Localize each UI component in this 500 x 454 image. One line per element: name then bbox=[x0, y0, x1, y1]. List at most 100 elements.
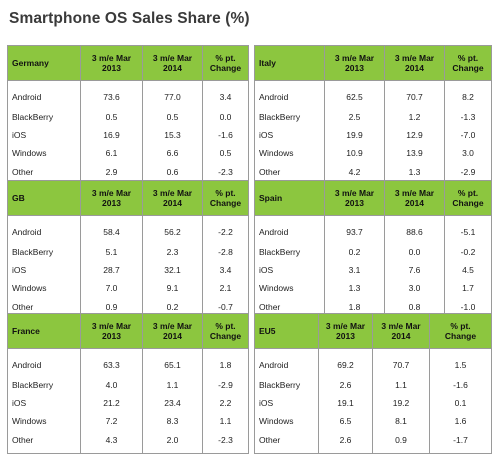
value-cell: 0.5 bbox=[142, 108, 203, 126]
os-name-cell: iOS bbox=[7, 261, 81, 279]
value-cell: 77.0 bbox=[142, 80, 203, 108]
col-header-change: % pt. Change bbox=[202, 313, 249, 349]
table-row: BlackBerry 0.2 0.0 -0.2 bbox=[254, 243, 492, 261]
table-row: BlackBerry 2.5 1.2 -1.3 bbox=[254, 108, 492, 126]
table-germany: Germany 3 m/e Mar 2013 3 m/e Mar 2014 % pt… bbox=[7, 45, 249, 186]
value-cell: 1.3 bbox=[324, 279, 385, 297]
value-cell: 2.3 bbox=[142, 243, 203, 261]
table-row: Android 63.3 65.1 1.8 bbox=[7, 348, 249, 376]
col-header-change: % pt. Change bbox=[444, 45, 492, 81]
value-cell: 9.1 bbox=[142, 279, 203, 297]
value-cell: 13.9 bbox=[384, 144, 445, 162]
value-cell: 7.6 bbox=[384, 261, 445, 279]
value-cell: -7.0 bbox=[444, 126, 492, 144]
value-cell: 8.3 bbox=[142, 412, 203, 430]
value-cell: 1.8 bbox=[202, 348, 249, 376]
value-cell: 56.2 bbox=[142, 215, 203, 243]
value-cell: 93.7 bbox=[324, 215, 385, 243]
col-header-2013: 3 m/e Mar 2013 bbox=[324, 45, 385, 81]
col-header-2013: 3 m/e Mar 2013 bbox=[318, 313, 373, 349]
os-name-cell: BlackBerry bbox=[254, 108, 325, 126]
os-name-cell: Android bbox=[254, 215, 325, 243]
value-cell: 4.3 bbox=[80, 430, 143, 454]
table-row: Android 93.7 88.6 -5.1 bbox=[254, 215, 492, 243]
value-cell: 1.1 bbox=[142, 376, 203, 394]
table-row: BlackBerry 2.6 1.1 -1.6 bbox=[254, 376, 492, 394]
os-name-cell: Other bbox=[254, 430, 319, 454]
os-name-cell: Windows bbox=[7, 144, 81, 162]
table-row: iOS 16.9 15.3 -1.6 bbox=[7, 126, 249, 144]
col-header-change: % pt. Change bbox=[429, 313, 492, 349]
value-cell: 10.9 bbox=[324, 144, 385, 162]
table-row: iOS 28.7 32.1 3.4 bbox=[7, 261, 249, 279]
col-header-change: % pt. Change bbox=[202, 45, 249, 81]
value-cell: 58.4 bbox=[80, 215, 143, 243]
region-name: Italy bbox=[254, 45, 325, 81]
os-name-cell: iOS bbox=[254, 394, 319, 412]
value-cell: -1.6 bbox=[202, 126, 249, 144]
table-row: iOS 19.9 12.9 -7.0 bbox=[254, 126, 492, 144]
table-row: Windows 7.0 9.1 2.1 bbox=[7, 279, 249, 297]
value-cell: 3.1 bbox=[324, 261, 385, 279]
region-name: GB bbox=[7, 180, 81, 216]
value-cell: 70.7 bbox=[372, 348, 430, 376]
value-cell: 1.1 bbox=[372, 376, 430, 394]
value-cell: 7.2 bbox=[80, 412, 143, 430]
os-name-cell: BlackBerry bbox=[254, 376, 319, 394]
value-cell: 4.5 bbox=[444, 261, 492, 279]
value-cell: 3.0 bbox=[444, 144, 492, 162]
value-cell: 12.9 bbox=[384, 126, 445, 144]
col-header-2014: 3 m/e Mar 2014 bbox=[372, 313, 430, 349]
table-header-row: France 3 m/e Mar 2013 3 m/e Mar 2014 % pt.… bbox=[7, 313, 249, 349]
value-cell: 0.9 bbox=[372, 430, 430, 454]
value-cell: 62.5 bbox=[324, 80, 385, 108]
table-row: BlackBerry 0.5 0.5 0.0 bbox=[7, 108, 249, 126]
table-row: Android 58.4 56.2 -2.2 bbox=[7, 215, 249, 243]
value-cell: 1.7 bbox=[444, 279, 492, 297]
table-row: Other 4.3 2.0 -2.3 bbox=[7, 430, 249, 454]
value-cell: 28.7 bbox=[80, 261, 143, 279]
table-header-row: GB 3 m/e Mar 2013 3 m/e Mar 2014 % pt. Chan… bbox=[7, 180, 249, 216]
table-row: Windows 10.9 13.9 3.0 bbox=[254, 144, 492, 162]
value-cell: 2.0 bbox=[142, 430, 203, 454]
table-row: Windows 7.2 8.3 1.1 bbox=[7, 412, 249, 430]
value-cell: 0.0 bbox=[384, 243, 445, 261]
value-cell: 0.1 bbox=[429, 394, 492, 412]
value-cell: 32.1 bbox=[142, 261, 203, 279]
os-name-cell: Android bbox=[254, 348, 319, 376]
os-name-cell: Windows bbox=[254, 412, 319, 430]
value-cell: 3.0 bbox=[384, 279, 445, 297]
table-header-row: Spain 3 m/e Mar 2013 3 m/e Mar 2014 % pt. C… bbox=[254, 180, 492, 216]
value-cell: 73.6 bbox=[80, 80, 143, 108]
table-row: Other 2.6 0.9 -1.7 bbox=[254, 430, 492, 454]
table-spain: Spain 3 m/e Mar 2013 3 m/e Mar 2014 % pt. C… bbox=[254, 180, 492, 321]
table-header-row: EU5 3 m/e Mar 2013 3 m/e Mar 2014 % pt. Cha… bbox=[254, 313, 492, 349]
os-name-cell: Other bbox=[7, 430, 81, 454]
table-france: France 3 m/e Mar 2013 3 m/e Mar 2014 % pt.… bbox=[7, 313, 249, 454]
col-header-2013: 3 m/e Mar 2013 bbox=[324, 180, 385, 216]
value-cell: 1.1 bbox=[202, 412, 249, 430]
value-cell: -1.6 bbox=[429, 376, 492, 394]
value-cell: -2.3 bbox=[202, 430, 249, 454]
os-name-cell: BlackBerry bbox=[254, 243, 325, 261]
os-name-cell: BlackBerry bbox=[7, 243, 81, 261]
os-name-cell: iOS bbox=[7, 394, 81, 412]
table-row: Android 62.5 70.7 8.2 bbox=[254, 80, 492, 108]
value-cell: 6.6 bbox=[142, 144, 203, 162]
os-name-cell: Windows bbox=[7, 412, 81, 430]
value-cell: 19.2 bbox=[372, 394, 430, 412]
value-cell: 69.2 bbox=[318, 348, 373, 376]
os-name-cell: Android bbox=[7, 80, 81, 108]
os-name-cell: Android bbox=[7, 348, 81, 376]
os-name-cell: Windows bbox=[7, 279, 81, 297]
table-eu5: EU5 3 m/e Mar 2013 3 m/e Mar 2014 % pt. Cha… bbox=[254, 313, 492, 454]
os-name-cell: iOS bbox=[254, 261, 325, 279]
value-cell: 5.1 bbox=[80, 243, 143, 261]
col-header-change: % pt. Change bbox=[202, 180, 249, 216]
value-cell: -1.3 bbox=[444, 108, 492, 126]
table-row: iOS 19.1 19.2 0.1 bbox=[254, 394, 492, 412]
region-name: EU5 bbox=[254, 313, 319, 349]
table-row: BlackBerry 4.0 1.1 -2.9 bbox=[7, 376, 249, 394]
value-cell: 0.5 bbox=[202, 144, 249, 162]
value-cell: 23.4 bbox=[142, 394, 203, 412]
